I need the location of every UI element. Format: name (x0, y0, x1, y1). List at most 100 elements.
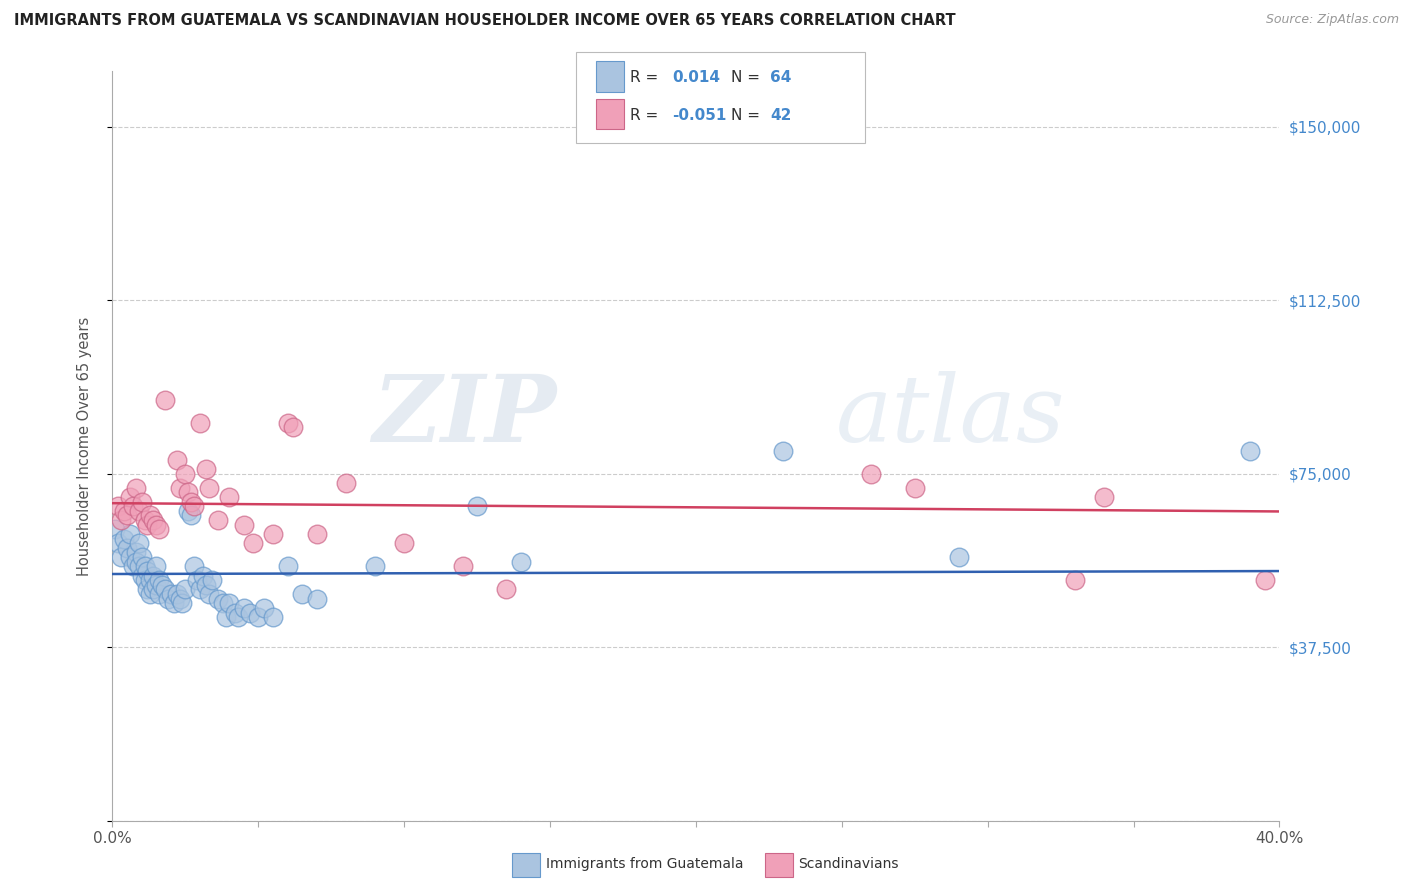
Point (465, 499, 488, 513)
Point (177, 504, 200, 518)
Point (188, 416, 211, 430)
Point (131, 494, 153, 508)
Point (860, 467, 883, 481)
Point (139, 573, 162, 587)
Point (122, 499, 145, 513)
Point (107, 536, 129, 550)
Text: -0.051: -0.051 (672, 108, 727, 123)
Point (110, 513, 132, 527)
Point (194, 462, 217, 476)
Point (207, 591, 229, 606)
Point (772, 443, 794, 458)
Point (128, 559, 150, 574)
Text: R =: R = (630, 70, 658, 85)
Point (224, 606, 246, 620)
Point (215, 610, 238, 624)
Point (188, 582, 211, 597)
Point (1064, 573, 1087, 587)
Point (197, 481, 219, 495)
Point (364, 559, 387, 574)
Point (150, 578, 173, 592)
Point (125, 555, 148, 569)
Point (125, 481, 148, 495)
Text: ZIP: ZIP (371, 371, 555, 461)
Point (495, 582, 517, 597)
Point (218, 596, 240, 610)
Point (207, 513, 229, 527)
Point (139, 508, 162, 523)
Point (104, 522, 127, 536)
Point (148, 522, 170, 536)
Point (180, 508, 202, 523)
Point (128, 536, 150, 550)
Point (145, 517, 167, 532)
Point (142, 568, 165, 582)
Point (183, 559, 205, 574)
Point (160, 587, 183, 601)
Point (239, 606, 262, 620)
Point (136, 564, 159, 578)
Point (197, 587, 219, 601)
Point (118, 490, 141, 504)
Point (212, 596, 235, 610)
Point (247, 610, 270, 624)
Point (1254, 573, 1277, 587)
Point (118, 527, 141, 541)
Text: Immigrants from Guatemala: Immigrants from Guatemala (546, 857, 742, 871)
Point (276, 416, 298, 430)
Point (139, 587, 162, 601)
Point (134, 573, 156, 587)
Point (115, 508, 138, 523)
Point (166, 453, 188, 467)
Point (232, 517, 254, 532)
Point (169, 591, 191, 606)
Point (131, 549, 153, 564)
Point (156, 591, 179, 606)
Text: IMMIGRANTS FROM GUATEMALA VS SCANDINAVIAN HOUSEHOLDER INCOME OVER 65 YEARS CORRE: IMMIGRANTS FROM GUATEMALA VS SCANDINAVIA… (14, 13, 956, 29)
Point (153, 582, 176, 597)
Point (174, 582, 197, 597)
Point (186, 573, 208, 587)
Y-axis label: Householder Income Over 65 years: Householder Income Over 65 years (77, 317, 91, 575)
Point (128, 504, 150, 518)
Point (136, 517, 159, 532)
Point (145, 578, 167, 592)
Point (904, 481, 927, 495)
Point (115, 541, 138, 555)
Point (134, 513, 156, 527)
Point (1239, 443, 1261, 458)
Text: R =: R = (630, 108, 658, 123)
Point (305, 527, 328, 541)
Point (166, 587, 188, 601)
Point (183, 499, 205, 513)
Point (118, 549, 141, 564)
Point (125, 545, 148, 559)
Point (394, 536, 416, 550)
Point (201, 573, 224, 587)
Point (163, 596, 186, 610)
Point (148, 587, 170, 601)
Text: 64: 64 (770, 70, 792, 85)
Text: Scandinavians: Scandinavians (799, 857, 898, 871)
Point (191, 568, 214, 582)
Point (305, 591, 328, 606)
Point (291, 587, 314, 601)
Point (226, 610, 249, 624)
Point (232, 600, 254, 615)
Point (218, 490, 240, 504)
Point (262, 527, 284, 541)
Point (142, 513, 165, 527)
Text: 0.014: 0.014 (672, 70, 720, 85)
Point (283, 420, 305, 434)
Point (1094, 490, 1116, 504)
Point (153, 392, 176, 407)
Point (169, 481, 191, 495)
Point (509, 555, 531, 569)
Point (262, 610, 284, 624)
Point (107, 499, 129, 513)
Point (276, 559, 298, 574)
Point (177, 485, 200, 500)
Text: N =: N = (731, 70, 761, 85)
Text: 42: 42 (770, 108, 792, 123)
Point (112, 504, 135, 518)
